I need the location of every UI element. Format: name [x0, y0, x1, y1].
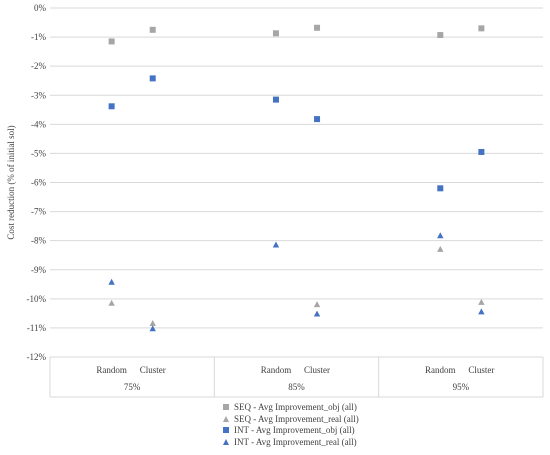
- data-point-triangle: [313, 310, 321, 317]
- chart: 0% -1% -2% -3% -4% -5% -6% -7% -8% -9% -10% -11% -12…: [6, 3, 544, 398]
- data-point-triangle: [149, 325, 156, 332]
- y-tick-label: -3%: [31, 90, 46, 100]
- legend-square-icon: [222, 403, 231, 412]
- y-tick-label: 0%: [34, 3, 47, 13]
- data-point-triangle: [272, 241, 280, 248]
- legend-label: SEQ - Avg Improvement_real (all): [234, 413, 359, 424]
- y-tick-label: -6%: [31, 178, 46, 188]
- x-axis-category-labels: Random Cluster 75% Random Cluster 85% Random Cl…: [96, 365, 494, 392]
- category-label: Random: [261, 365, 292, 375]
- legend-label: INT - Avg Improvement_obj (all): [234, 425, 355, 435]
- data-point-square: [437, 185, 444, 192]
- data-point-square: [437, 32, 444, 39]
- data-point-square: [149, 26, 156, 33]
- legend-item: INT - Avg Improvement_obj (all): [222, 425, 359, 437]
- y-axis-label: Cost reduction (% of initial sol): [6, 125, 16, 239]
- legend-square-icon: [222, 426, 231, 435]
- data-point-triangle: [437, 245, 444, 252]
- y-tick-label: -4%: [31, 119, 46, 129]
- y-tick-label: -5%: [31, 148, 46, 158]
- data-point-triangle: [108, 278, 115, 285]
- y-tick-label: -1%: [31, 32, 46, 42]
- group-label: 75%: [124, 382, 141, 392]
- legend: SEQ - Avg Improvement_obj (all) SEQ - Avg…: [222, 402, 359, 448]
- data-point-triangle: [478, 308, 485, 315]
- group-label: 95%: [453, 382, 470, 392]
- data-point-triangle: [149, 320, 156, 327]
- category-label: Random: [96, 365, 127, 375]
- data-point-triangle: [437, 232, 444, 239]
- data-point-triangle: [108, 299, 115, 306]
- gridlines: [49, 7, 544, 398]
- legend-label: SEQ - Avg Improvement_obj (all): [234, 402, 357, 412]
- legend-triangle-icon: [222, 438, 231, 447]
- data-point-square: [149, 75, 156, 82]
- data-point-square: [108, 103, 115, 110]
- data-point-triangle: [313, 301, 321, 308]
- y-tick-label: -7%: [31, 207, 46, 217]
- category-label: Cluster: [468, 365, 494, 375]
- group-label: 85%: [288, 382, 305, 392]
- data-point-square: [478, 148, 485, 155]
- y-tick-label: -9%: [31, 265, 46, 275]
- data-point-square: [272, 30, 279, 37]
- category-label: Cluster: [140, 365, 166, 375]
- y-tick-label: -12%: [27, 352, 47, 362]
- data-point-square: [314, 24, 321, 31]
- data-point-square: [272, 96, 279, 103]
- data-point-square: [108, 38, 115, 45]
- legend-label: INT - Avg Improvement_real (all): [234, 436, 357, 447]
- data-point-square: [314, 116, 321, 123]
- data-point-square: [478, 25, 485, 32]
- legend-item: INT - Avg Improvement_real (all): [222, 437, 359, 449]
- data-point-triangle: [478, 298, 485, 305]
- category-label: Random: [425, 365, 456, 375]
- category-label: Cluster: [304, 365, 330, 375]
- y-axis-tick-labels: 0% -1% -2% -3% -4% -5% -6% -7% -8% -9% -10% -11% -12…: [27, 3, 47, 362]
- y-tick-label: -11%: [27, 323, 47, 333]
- y-tick-label: -10%: [27, 294, 47, 304]
- data-points: [108, 24, 485, 332]
- legend-item: SEQ - Avg Improvement_obj (all): [222, 402, 359, 414]
- y-tick-label: -2%: [31, 61, 46, 71]
- legend-item: SEQ - Avg Improvement_real (all): [222, 414, 359, 426]
- legend-triangle-icon: [222, 415, 231, 424]
- y-tick-label: -8%: [31, 236, 46, 246]
